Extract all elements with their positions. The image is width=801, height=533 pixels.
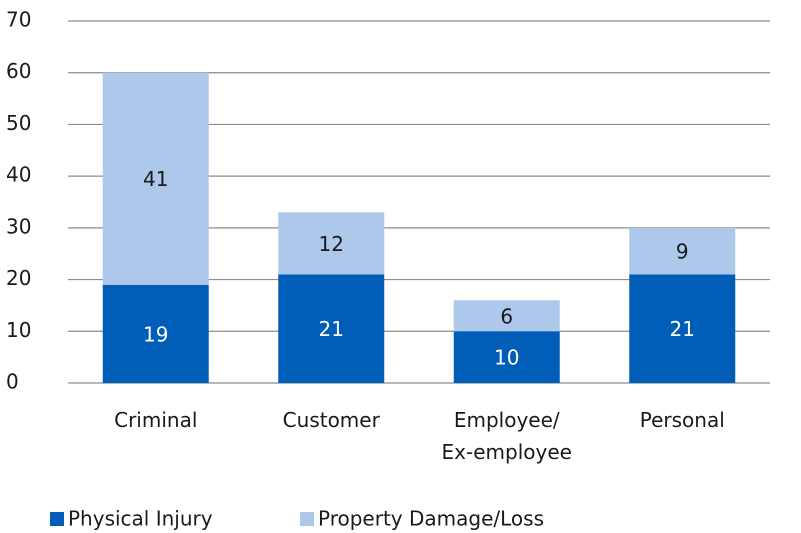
y-tick-label: 70 [6,8,31,32]
x-tick-label-line: Employee/ [454,408,560,432]
bar-segment [278,274,385,383]
x-tick-label-line: Ex-employee [442,440,572,464]
x-tick-label: Customer [283,408,381,432]
bar-segment [102,72,209,285]
x-tick-label-line: Personal [640,408,725,432]
legend-label: Property Damage/Loss [318,507,544,531]
legend-swatch [50,512,64,526]
data-label: 10 [494,346,519,370]
y-tick-label: 10 [6,318,31,342]
bar-segment [453,300,560,332]
data-label: 6 [500,304,513,328]
bar-segment [453,331,560,383]
y-tick-label: 60 [6,59,31,83]
x-tick-label: Employee/Ex-employee [442,408,572,464]
y-tick-label: 20 [6,266,31,290]
bar-segment [278,212,385,275]
x-tick-label: Criminal [114,408,197,432]
legend-swatch [300,512,314,526]
data-label: 21 [670,317,695,341]
bar-segment [629,227,736,275]
y-tick-label: 40 [6,163,31,187]
y-tick-label: 0 [6,370,19,394]
y-tick-label: 30 [6,214,31,238]
data-label: 41 [143,167,168,191]
bar-segment [102,284,209,383]
data-label: 19 [143,322,168,346]
x-tick-label-line: Customer [283,408,381,432]
data-label: 9 [676,240,689,264]
y-tick-label: 50 [6,111,31,135]
bar-segment [629,274,736,383]
x-tick-label-line: Criminal [114,408,197,432]
data-label: 12 [319,232,344,256]
x-tick-label: Personal [640,408,725,432]
legend-label: Physical Injury [68,507,213,531]
data-label: 21 [319,317,344,341]
